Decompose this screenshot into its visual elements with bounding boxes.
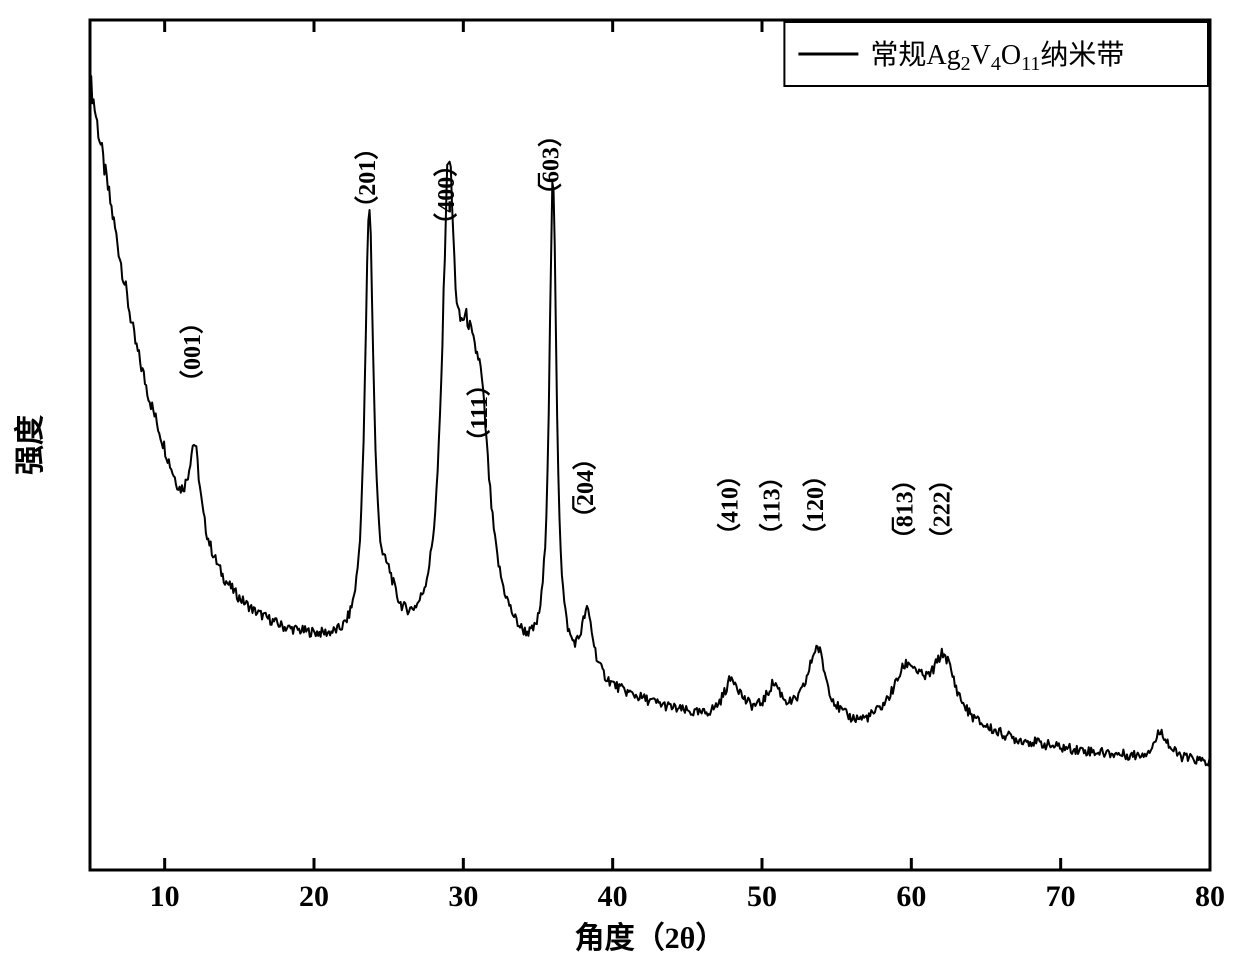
- peak-label: （113）: [758, 464, 785, 547]
- xtick-label: 70: [1046, 880, 1076, 913]
- svg-text:（400）: （400）: [433, 153, 460, 237]
- xtick-label: 50: [747, 880, 777, 913]
- svg-text:（111）: （111）: [466, 372, 493, 453]
- peak-label: （222）: [929, 467, 956, 551]
- svg-text:（222）: （222）: [929, 467, 956, 551]
- y-axis-label: 强度: [14, 415, 47, 475]
- xtick-label: 80: [1195, 880, 1225, 913]
- peak-label: （813）: [891, 467, 918, 551]
- peak-label: （120）: [802, 463, 829, 547]
- peak-label: （111）: [466, 372, 493, 453]
- svg-text:（603）: （603）: [537, 123, 564, 207]
- xrd-chart: 10 20 30 40 50 60 70 80 角度（2θ） 强度 （001） （201） （400） （…: [0, 0, 1240, 956]
- xtick-label: 10: [150, 880, 180, 913]
- peak-label: （410）: [717, 463, 744, 547]
- peak-label: （603）: [537, 123, 564, 207]
- xtick-label: 40: [598, 880, 628, 913]
- xtick-label: 20: [299, 880, 329, 913]
- peak-label: （001）: [179, 310, 206, 394]
- peak-label: （204）: [572, 446, 599, 530]
- peak-label: （400）: [433, 153, 460, 237]
- xtick-label: 30: [448, 880, 478, 913]
- svg-text:（813）: （813）: [891, 467, 918, 551]
- xtick-label: 60: [896, 880, 926, 913]
- peak-label: （201）: [354, 136, 381, 220]
- svg-text:（120）: （120）: [802, 463, 829, 547]
- svg-text:（113）: （113）: [758, 464, 785, 547]
- svg-text:（001）: （001）: [179, 310, 206, 394]
- svg-text:（410）: （410）: [717, 463, 744, 547]
- svg-text:（201）: （201）: [354, 136, 381, 220]
- svg-text:（204）: （204）: [572, 446, 599, 530]
- x-axis-label: 角度（2θ）: [575, 921, 726, 955]
